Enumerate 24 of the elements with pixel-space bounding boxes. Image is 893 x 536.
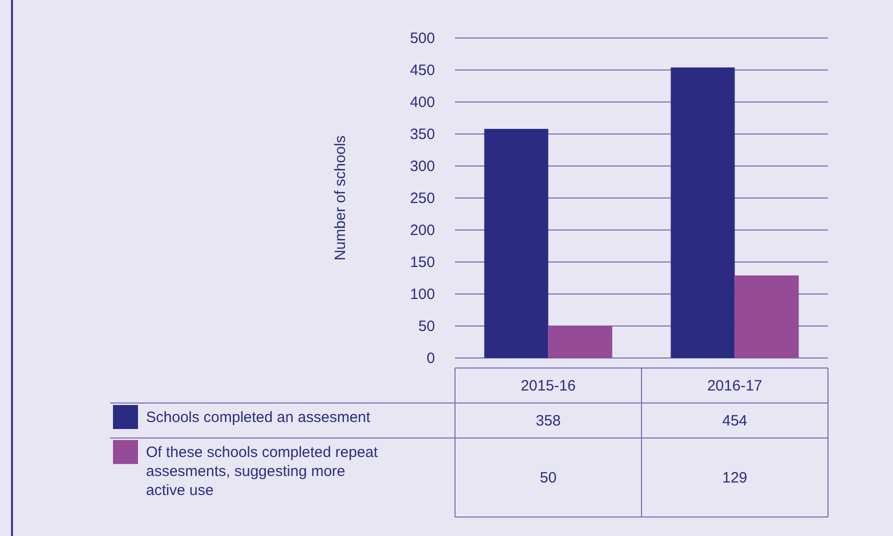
legend-label: Of these schools completed repeat assesments, suggesting more active use xyxy=(146,444,379,499)
y-tick-label: 450 xyxy=(410,62,435,79)
bar xyxy=(670,67,735,358)
y-tick-label: 350 xyxy=(410,126,435,143)
data-label: 50 xyxy=(540,470,557,486)
y-tick-label: 50 xyxy=(418,318,435,335)
data-label: 358 xyxy=(536,412,561,430)
bar xyxy=(734,275,799,358)
data-label: 454 xyxy=(722,412,748,430)
bar xyxy=(484,128,548,358)
y-tick-label: 200 xyxy=(410,222,435,239)
legend-label: Schools completed an assesment xyxy=(146,409,372,426)
bar xyxy=(548,326,612,358)
y-tick-label: 150 xyxy=(410,254,435,271)
y-tick-label: 250 xyxy=(410,190,435,207)
y-tick-label: 500 xyxy=(410,30,435,47)
x-tick-label: 2016-17 xyxy=(707,378,762,394)
x-tick-label: 2015-16 xyxy=(520,378,576,394)
y-tick-label: 100 xyxy=(410,286,435,303)
data-label: 129 xyxy=(722,470,748,486)
y-tick-label: 300 xyxy=(410,158,435,175)
y-tick-label: 400 xyxy=(410,94,435,111)
y-axis-title: Number of schools xyxy=(332,135,349,261)
y-tick-label: 0 xyxy=(426,350,435,367)
